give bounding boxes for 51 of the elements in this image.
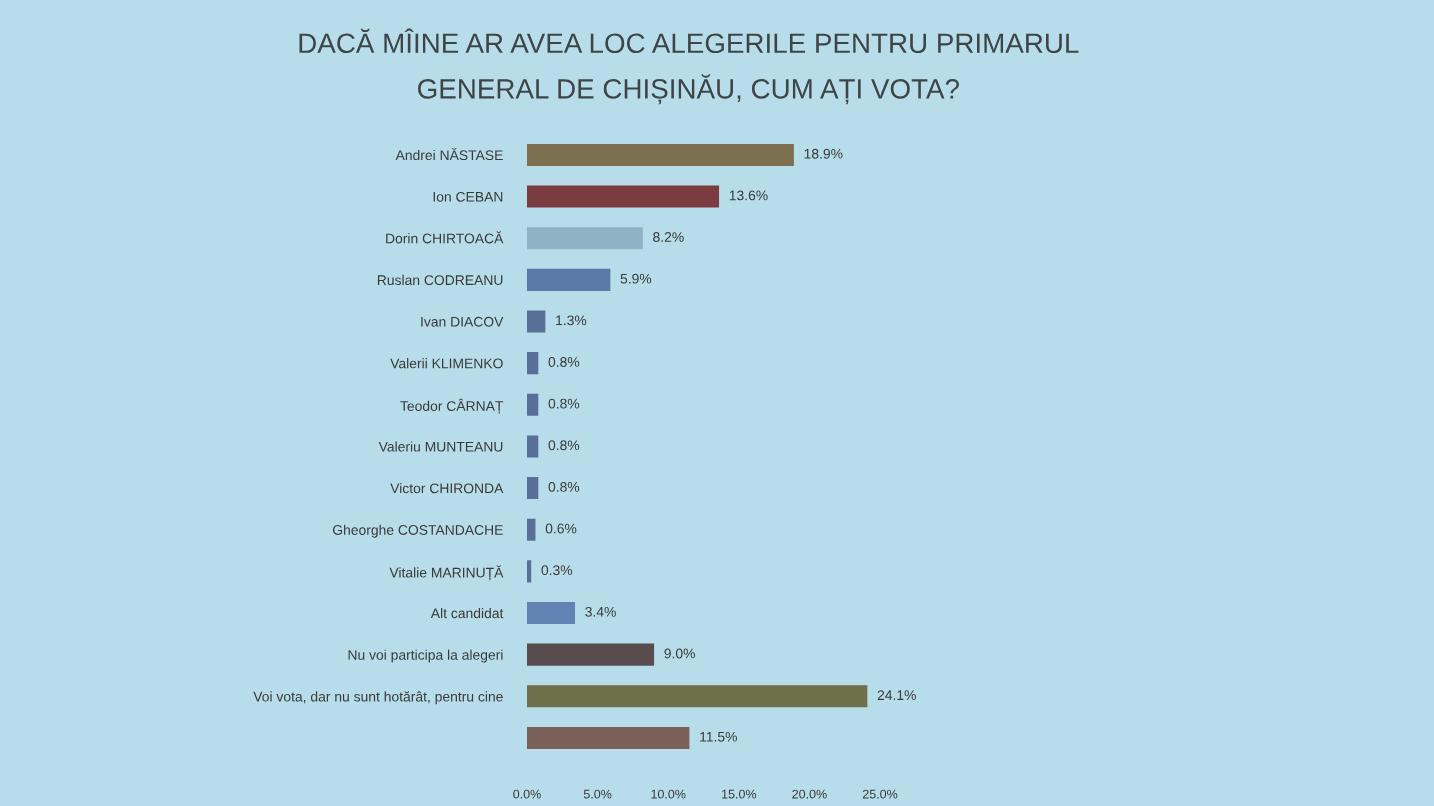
y-tick-label: Dorin CHIRTOACĂ [386, 231, 504, 244]
data-label: 9.0% [664, 648, 695, 659]
bar [527, 643, 655, 666]
data-label: 13.6% [729, 190, 768, 201]
y-tick-label: Ion CEBAN [433, 191, 503, 202]
x-tick-label: 10.0% [651, 789, 686, 799]
bar [527, 435, 539, 458]
y-tick-label: Ivan DIACOV [421, 316, 504, 327]
data-label: 0.3% [541, 565, 573, 576]
bar [527, 685, 868, 708]
y-tick-label: Gheorghe COSTANDACHE [332, 524, 503, 538]
y-tick-label: Teodor CÂRNAȚ [400, 398, 504, 414]
y-tick-label: Andrei NĂSTASE [395, 147, 503, 161]
data-label: 1.3% [556, 315, 587, 326]
y-tick-label: Alt candidat [430, 607, 504, 619]
chart-title: DACĂ MÎINE AR AVEA LOC ALEGERILE PENTRU PRIMARUL GENERAL DE CHIȘINĂU, CUM AȚI VOTA? [299, 28, 1079, 105]
data-label: 5.9% [620, 273, 652, 284]
x-tick-label: 0.0% [513, 789, 541, 799]
bar [527, 143, 794, 166]
bar [527, 726, 690, 749]
x-tick-label: 15.0% [722, 789, 757, 799]
x-tick-label: 20.0% [792, 789, 827, 799]
bar [527, 310, 546, 333]
data-label: 18.9% [804, 148, 843, 159]
bar [527, 227, 643, 250]
y-tick-label: Voi vota, dar nu sunt hotărât, pentru cine [253, 691, 503, 705]
bar [527, 352, 539, 375]
bar [527, 560, 532, 583]
bar [527, 268, 611, 291]
x-tick-label: 5.0% [583, 789, 612, 799]
bar [527, 477, 539, 500]
data-label: 3.4% [585, 606, 616, 617]
data-label: 24.1% [877, 690, 916, 700]
data-label: 0.8% [548, 357, 580, 367]
data-label: 8.2% [653, 232, 684, 242]
data-label: 11.5% [700, 731, 737, 742]
bar [527, 393, 539, 416]
x-tick-label: 25.0% [862, 789, 898, 799]
y-tick-label: Nu voi participa la alegeri [348, 649, 503, 663]
bar [527, 601, 576, 625]
data-label: 0.8% [548, 398, 580, 409]
bar [527, 185, 720, 208]
data-label: 0.6% [545, 523, 577, 534]
y-tick-label: Vitalie MARINUȚĂ [389, 565, 504, 581]
y-tick-label: Victor CHIRONDA [390, 483, 504, 494]
data-label: 0.8% [548, 481, 580, 492]
bar [527, 518, 536, 541]
y-tick-label: Valeriu MUNTEANU [378, 441, 503, 452]
y-tick-label: Ruslan CODREANU [377, 274, 503, 286]
y-tick-label: Valerii KLIMENKO [390, 358, 503, 369]
data-label: 0.8% [548, 440, 580, 451]
